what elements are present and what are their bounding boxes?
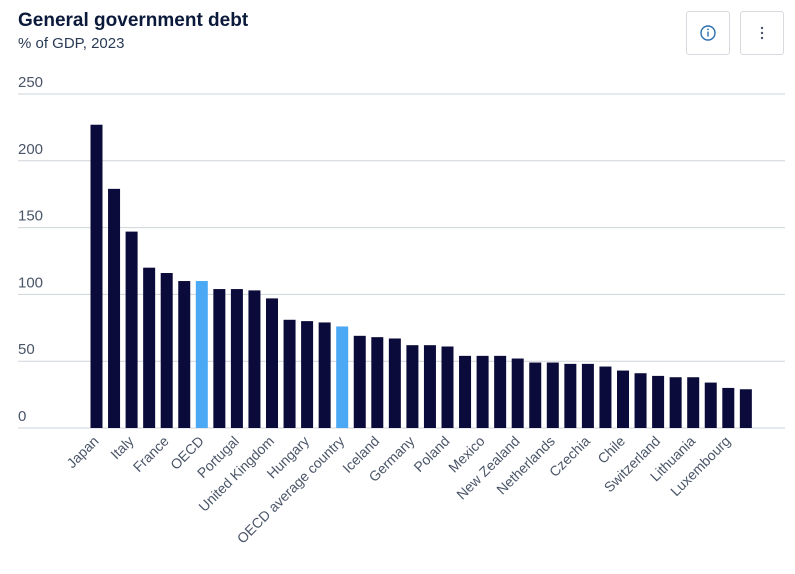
y-tick-label: 150 bbox=[18, 208, 43, 225]
bar[interactable] bbox=[441, 346, 454, 428]
bar[interactable] bbox=[476, 355, 489, 428]
bar[interactable] bbox=[108, 188, 121, 428]
bar[interactable] bbox=[529, 362, 542, 428]
bar[interactable] bbox=[687, 377, 700, 428]
bar[interactable] bbox=[90, 124, 103, 428]
bar[interactable] bbox=[722, 387, 735, 428]
info-button[interactable] bbox=[686, 11, 730, 55]
bar[interactable] bbox=[248, 290, 261, 428]
bar[interactable] bbox=[213, 289, 226, 428]
bar[interactable] bbox=[634, 373, 647, 428]
bar[interactable] bbox=[178, 281, 191, 428]
bar[interactable] bbox=[336, 326, 349, 428]
bar[interactable] bbox=[599, 366, 612, 428]
bar[interactable] bbox=[581, 363, 594, 428]
bar[interactable] bbox=[266, 298, 278, 428]
chart-subtitle: % of GDP, 2023 bbox=[18, 35, 125, 52]
bar[interactable] bbox=[739, 389, 752, 428]
bar[interactable] bbox=[511, 358, 524, 428]
bar[interactable] bbox=[195, 281, 208, 428]
x-tick-label: Poland bbox=[410, 433, 452, 475]
bar[interactable] bbox=[160, 273, 173, 428]
y-tick-label: 250 bbox=[18, 74, 43, 91]
more-options-button[interactable] bbox=[740, 11, 784, 55]
bar[interactable] bbox=[353, 335, 366, 428]
bar[interactable] bbox=[371, 337, 384, 428]
bar[interactable] bbox=[318, 322, 331, 428]
bar[interactable] bbox=[125, 231, 138, 428]
bar[interactable] bbox=[301, 321, 314, 428]
chart-title: General government debt bbox=[18, 10, 249, 31]
x-tick-label: Italy bbox=[107, 433, 136, 462]
bar[interactable] bbox=[546, 362, 559, 428]
bar[interactable] bbox=[669, 377, 682, 428]
more-vertical-icon bbox=[760, 26, 764, 40]
y-tick-label: 50 bbox=[18, 341, 35, 358]
bar[interactable] bbox=[617, 370, 629, 428]
y-tick-label: 0 bbox=[18, 408, 26, 425]
bar[interactable] bbox=[564, 363, 577, 428]
bar[interactable] bbox=[652, 375, 665, 428]
bar[interactable] bbox=[494, 355, 507, 428]
x-tick-label: Japan bbox=[63, 433, 101, 471]
bar[interactable] bbox=[704, 382, 717, 428]
bar[interactable] bbox=[230, 289, 243, 428]
bar[interactable] bbox=[459, 355, 472, 428]
info-icon bbox=[700, 25, 716, 41]
bar[interactable] bbox=[388, 338, 401, 428]
bar[interactable] bbox=[143, 267, 156, 428]
x-tick-label: France bbox=[130, 433, 172, 475]
y-tick-label: 100 bbox=[18, 274, 43, 291]
bar[interactable] bbox=[423, 345, 436, 428]
bar[interactable] bbox=[283, 319, 296, 428]
bar[interactable] bbox=[406, 345, 419, 428]
y-tick-label: 200 bbox=[18, 141, 43, 158]
